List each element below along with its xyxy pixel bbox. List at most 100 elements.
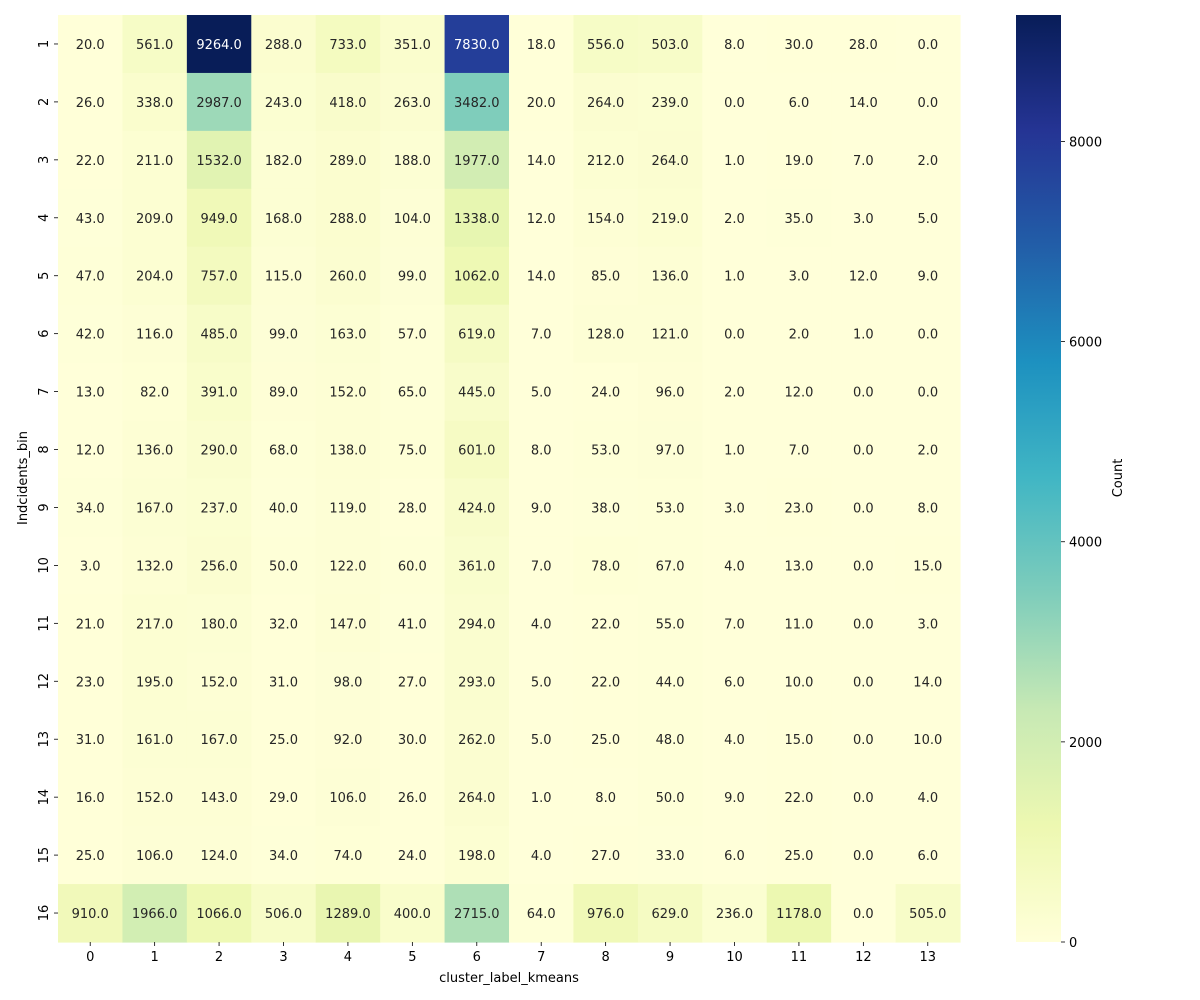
cell-value-label: 505.0 <box>909 907 946 922</box>
cell-value-label: 1289.0 <box>325 907 371 922</box>
cell-value-label: 53.0 <box>591 444 620 459</box>
cell-value-label: 294.0 <box>458 617 495 632</box>
heatmap-cell <box>509 246 575 306</box>
x-tick-label: 9 <box>666 950 674 965</box>
heatmap-cell <box>58 594 124 653</box>
cell-value-label: 7.0 <box>789 444 810 459</box>
heatmap-cell <box>122 826 188 885</box>
heatmap-cell <box>509 478 575 538</box>
heatmap-cell <box>122 420 188 480</box>
cell-value-label: 11.0 <box>784 617 813 632</box>
heatmap-cell <box>122 594 188 653</box>
cell-value-label: 13.0 <box>784 559 813 574</box>
heatmap-cell <box>315 130 381 190</box>
heatmap-cell <box>444 536 510 595</box>
cell-value-label: 236.0 <box>716 907 753 922</box>
heatmap-cell <box>637 72 703 132</box>
cell-value-label: 1.0 <box>724 444 745 459</box>
cell-value-label: 3.0 <box>80 559 101 574</box>
x-tick-label: 8 <box>602 950 610 965</box>
y-tick-label: 5 <box>37 272 52 280</box>
cell-value-label: 55.0 <box>656 617 685 632</box>
heatmap-cell <box>573 710 639 769</box>
cell-value-label: 733.0 <box>329 38 366 53</box>
cell-value-label: 167.0 <box>200 733 237 748</box>
cell-value-label: 138.0 <box>329 444 366 459</box>
heatmap-cell <box>380 188 446 248</box>
heatmap-cell <box>186 15 252 74</box>
heatmap-cell <box>509 188 575 248</box>
heatmap-cell <box>831 362 897 422</box>
cell-value-label: 7.0 <box>531 559 552 574</box>
heatmap-cell <box>251 246 317 306</box>
cell-value-label: 92.0 <box>333 733 362 748</box>
cell-value-label: 1977.0 <box>454 154 500 169</box>
heatmap-cell <box>251 304 317 364</box>
heatmap-cell <box>251 536 317 595</box>
colorbar-tick-label: 4000 <box>1069 536 1102 551</box>
cell-value-label: 204.0 <box>136 270 173 285</box>
cell-value-label: 132.0 <box>136 559 173 574</box>
y-tick-label: 11 <box>37 615 52 632</box>
heatmap-cell <box>831 15 897 74</box>
cell-value-label: 23.0 <box>784 501 813 516</box>
heatmap-cell <box>380 130 446 190</box>
heatmap-cell <box>573 130 639 190</box>
cell-value-label: 4.0 <box>531 849 552 864</box>
heatmap-cell <box>509 15 575 74</box>
heatmap-cell <box>509 130 575 190</box>
cell-value-label: 0.0 <box>853 907 874 922</box>
heatmap-cell <box>186 246 252 306</box>
cell-value-label: 20.0 <box>527 96 556 111</box>
cell-value-label: 503.0 <box>651 38 688 53</box>
heatmap-cell <box>58 420 124 480</box>
cell-value-label: 99.0 <box>398 270 427 285</box>
heatmap-cell <box>58 130 124 190</box>
cell-value-label: 14.0 <box>913 675 942 690</box>
heatmap-cell <box>895 72 961 132</box>
heatmap-cell <box>573 478 639 538</box>
cell-value-label: 256.0 <box>200 559 237 574</box>
heatmap-cell <box>251 15 317 74</box>
cell-value-label: 8.0 <box>531 444 552 459</box>
heatmap-cell <box>58 826 124 885</box>
heatmap-cell <box>509 884 575 943</box>
heatmap-cell <box>509 362 575 422</box>
cell-value-label: 7.0 <box>853 154 874 169</box>
heatmap-cell <box>573 246 639 306</box>
cell-value-label: 152.0 <box>329 386 366 401</box>
cell-value-label: 3482.0 <box>454 96 500 111</box>
cell-value-label: 65.0 <box>398 386 427 401</box>
cell-value-label: 0.0 <box>724 328 745 343</box>
cell-value-label: 9.0 <box>724 791 745 806</box>
heatmap-cell <box>122 768 188 827</box>
heatmap-cell <box>444 884 510 943</box>
heatmap-cell <box>895 15 961 74</box>
heatmap-cell <box>315 536 381 595</box>
heatmap-cell <box>637 420 703 480</box>
cell-value-label: 27.0 <box>398 675 427 690</box>
cell-value-label: 136.0 <box>651 270 688 285</box>
heatmap-cell <box>58 304 124 364</box>
heatmap-cell <box>315 768 381 827</box>
heatmap-cell <box>895 826 961 885</box>
cell-value-label: 128.0 <box>587 328 624 343</box>
heatmap-cell <box>702 304 768 364</box>
cell-value-label: 263.0 <box>394 96 431 111</box>
y-tick-label: 8 <box>37 445 52 453</box>
heatmap-cell <box>444 15 510 74</box>
cell-value-label: 24.0 <box>591 386 620 401</box>
heatmap-cell <box>637 884 703 943</box>
cell-value-label: 260.0 <box>329 270 366 285</box>
cell-value-label: 262.0 <box>458 733 495 748</box>
cell-value-label: 7.0 <box>531 328 552 343</box>
heatmap-cell <box>573 304 639 364</box>
heatmap-cell <box>509 826 575 885</box>
cell-value-label: 136.0 <box>136 444 173 459</box>
cell-value-label: 122.0 <box>329 559 366 574</box>
heatmap-cell <box>766 15 832 74</box>
heatmap-cell <box>186 72 252 132</box>
heatmap-cell <box>573 362 639 422</box>
cell-annotations: 20.0 561.0 9264.0 288.0 733.0 351.0 7830.0 18.0… <box>72 38 947 922</box>
x-tick-label: 12 <box>855 950 872 965</box>
